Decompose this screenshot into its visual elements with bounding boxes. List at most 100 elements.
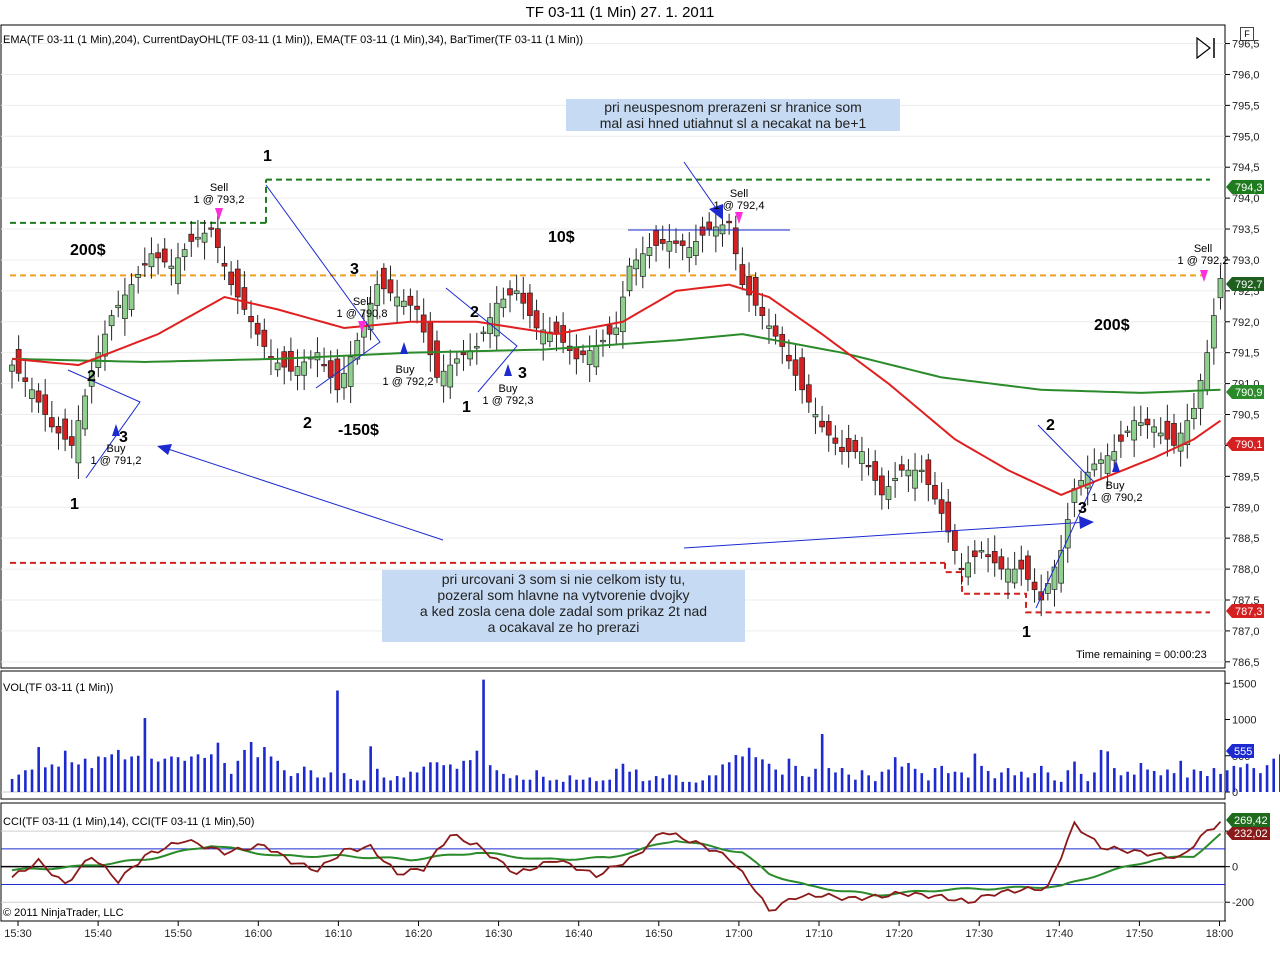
candle-body xyxy=(819,420,825,428)
candle-body xyxy=(254,322,261,335)
candle-body xyxy=(195,236,201,240)
volume-bar xyxy=(1272,758,1275,792)
candle-body xyxy=(1184,420,1191,446)
volume-bar xyxy=(561,781,565,792)
volume-bar xyxy=(269,756,273,792)
wave-label: 1 xyxy=(70,496,79,513)
properties-toggle-button[interactable]: F xyxy=(1240,27,1254,41)
volume-bar xyxy=(276,760,279,792)
candle-body xyxy=(102,333,108,357)
volume-bar xyxy=(1013,775,1017,792)
candle-body xyxy=(586,350,593,366)
volume-tick-label: 1500 xyxy=(1232,678,1256,690)
candle-body xyxy=(1058,550,1064,584)
sell-arrow-icon xyxy=(215,208,223,220)
volume-bar xyxy=(794,765,797,792)
pointer-arrow-1 xyxy=(161,446,444,541)
time-tick-label: 15:50 xyxy=(164,928,192,940)
trade-fill: 1 @ 790,8 xyxy=(337,308,388,320)
volume-bar xyxy=(50,764,54,792)
volume-bar xyxy=(1192,769,1196,792)
volume-bar xyxy=(37,747,40,792)
wave-label: 3 xyxy=(350,261,359,278)
trade-markers: Sell 1 @ 793,2 Buy 1 @ 791,2 Sell 1 @ 79… xyxy=(91,182,1229,504)
candle-body xyxy=(971,550,978,558)
wave-triangle-3 xyxy=(445,287,518,393)
volume-bar xyxy=(940,765,943,792)
volume-bar xyxy=(648,780,651,792)
volume-bar xyxy=(581,779,585,792)
volume-bar xyxy=(588,777,592,792)
candle-body xyxy=(228,271,234,286)
wave-label: 1 xyxy=(462,399,471,416)
candle-body xyxy=(500,298,507,309)
buy-arrow-icon xyxy=(504,364,512,376)
candle-body xyxy=(1217,278,1224,299)
candle-body xyxy=(168,265,175,269)
candle-body xyxy=(248,316,254,323)
candle-body xyxy=(520,292,527,304)
copyright: © 2011 NinjaTrader, LLC xyxy=(3,907,124,919)
tag-high-text: 794,3 xyxy=(1235,182,1263,194)
candle-body xyxy=(374,284,381,306)
price-tick-label: 790,5 xyxy=(1232,410,1260,422)
volume-bar xyxy=(608,779,611,792)
tag-cci50 xyxy=(1226,827,1270,840)
candle-body xyxy=(580,350,586,356)
candle-body xyxy=(201,232,208,243)
volume-bar xyxy=(800,776,804,792)
pointer-arrow-2 xyxy=(683,521,1089,549)
candle-body xyxy=(1011,568,1018,584)
candle-body xyxy=(1191,407,1197,420)
volume-bar xyxy=(229,773,233,792)
candle-body xyxy=(1051,566,1058,590)
note-line: mal asi hned utiahnut sl a necakat na be… xyxy=(599,115,867,131)
volume-bar xyxy=(1066,770,1070,792)
tag-low xyxy=(1226,604,1264,618)
wave-triangle-1 xyxy=(67,369,141,479)
volume-bar xyxy=(714,775,718,792)
price-tick-label: 796,0 xyxy=(1232,69,1260,81)
volume-bar xyxy=(117,749,120,792)
candle-body xyxy=(88,370,95,387)
note-line: a ked zosla cena dole zadal som prikaz 2… xyxy=(419,603,708,619)
candle-body xyxy=(1204,352,1211,390)
volume-bar xyxy=(44,767,47,792)
volume-bar xyxy=(1000,772,1003,792)
candle-body xyxy=(480,331,487,334)
time-axis[interactable]: 15:30 15:40 15:50 16:00 16:10 16:20 16:30 16:40… xyxy=(4,921,1233,940)
tag-cci50-text: 232,02 xyxy=(1234,828,1268,840)
pnl-2: -150$ xyxy=(338,422,379,439)
volume-bar xyxy=(309,770,313,792)
pnl-4: 200$ xyxy=(1094,317,1130,334)
volume-bar xyxy=(1199,770,1202,792)
volume-bar xyxy=(10,778,14,792)
price-axis[interactable]: 796,5 796,0 795,5 795,0 794,5 794,0 793,5 793,0… xyxy=(1225,39,1260,669)
wave-label: 2 xyxy=(1046,417,1055,434)
candle-body xyxy=(892,478,898,481)
candle-body xyxy=(68,436,75,446)
volume-bar xyxy=(24,770,27,792)
scroll-to-end-icon[interactable] xyxy=(1196,36,1215,60)
price-tick-label: 788,5 xyxy=(1232,533,1260,545)
price-tick-label: 787,0 xyxy=(1232,626,1260,638)
candle-body xyxy=(1084,471,1091,489)
time-tick-label: 17:50 xyxy=(1126,928,1154,940)
time-tick-label: 17:20 xyxy=(885,928,913,940)
tag-cci14-text: 269,42 xyxy=(1234,815,1268,827)
pnl-3: 10$ xyxy=(548,229,575,246)
price-tick-label: 788,0 xyxy=(1232,564,1260,576)
volume-bar xyxy=(681,781,685,792)
candle-body xyxy=(75,420,82,464)
day-low-line xyxy=(944,562,1210,614)
volume-bar xyxy=(1252,768,1256,792)
candle-body xyxy=(214,228,221,248)
candle-body xyxy=(188,233,195,242)
time-tick-label: 17:30 xyxy=(965,928,993,940)
volume-bar xyxy=(1033,773,1036,792)
price-tick-label: 794,5 xyxy=(1232,162,1260,174)
volume-bar xyxy=(249,741,253,792)
volume-bar xyxy=(1113,768,1116,792)
